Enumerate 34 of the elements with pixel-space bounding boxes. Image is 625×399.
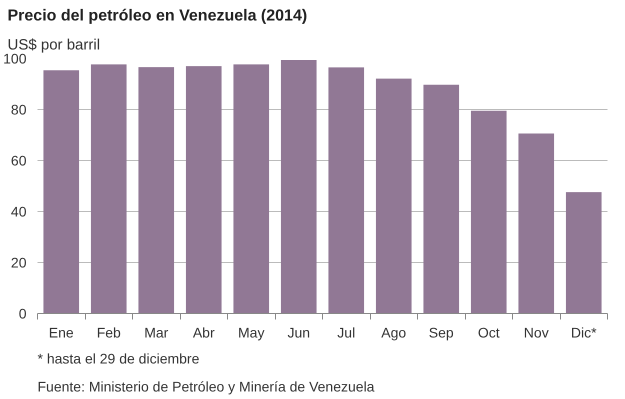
x-tick-label: Nov [524, 324, 549, 340]
bar [43, 70, 80, 314]
bar [376, 78, 412, 314]
y-tick-label: 60 [10, 152, 27, 168]
bar [423, 84, 460, 314]
y-tick-label: 0 [18, 306, 27, 322]
bar [518, 133, 554, 314]
y-tick-label: 20 [10, 254, 27, 270]
bar [138, 67, 174, 314]
bar [186, 66, 222, 314]
x-tick-label: Ago [381, 324, 406, 340]
x-tick-label: Jul [337, 324, 356, 340]
x-tick-label: Dic* [570, 324, 598, 340]
y-axis-title: US$ por barril [8, 36, 100, 54]
bar [470, 110, 507, 314]
y-tick-label: 100 [3, 50, 27, 66]
x-tick-label: Oct [478, 324, 500, 340]
x-tick-label: May [238, 324, 264, 340]
bar [90, 64, 127, 314]
x-tick-label: Mar [144, 324, 169, 340]
bar [280, 60, 317, 314]
bar [328, 67, 364, 314]
bar [566, 192, 602, 314]
y-tick-label: 80 [10, 102, 27, 118]
x-tick-label: Abr [192, 324, 215, 340]
x-tick-label: Sep [428, 324, 454, 340]
x-tick-label: Feb [96, 324, 122, 340]
y-tick-label: 40 [10, 204, 27, 220]
chart-title: Precio del petróleo en Venezuela (2014) [8, 8, 308, 24]
text: * hasta el 29 de diciembre [38, 350, 200, 366]
bar [233, 64, 270, 314]
source-note: Fuente: Ministerio de Petróleo y Minería de Venezuela [38, 378, 375, 394]
x-tick-label: Ene [48, 324, 74, 340]
x-tick-label: Jun [287, 324, 310, 340]
